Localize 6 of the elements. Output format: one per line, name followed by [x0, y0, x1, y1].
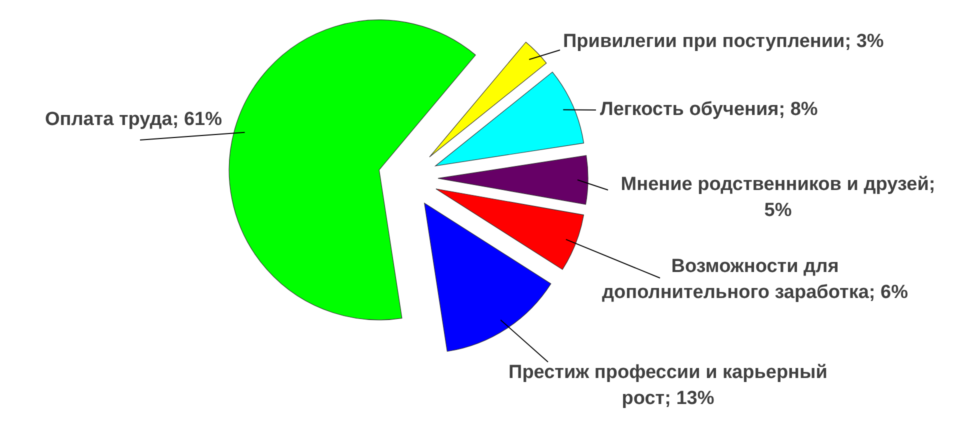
slice-label: Мнение родственников и друзей; 5%	[620, 174, 936, 221]
slice-label: Возможности для дополнительного заработка; 6%	[602, 256, 908, 303]
slice-label: Легкость обучения; 8%	[600, 99, 818, 120]
slice-label: Оплата труда; 61%	[44, 109, 222, 130]
slice-label: Престиж профессии и карьерный рост; 13%	[508, 362, 828, 409]
slice-label: Привилегии при поступлении; 3%	[563, 31, 884, 52]
